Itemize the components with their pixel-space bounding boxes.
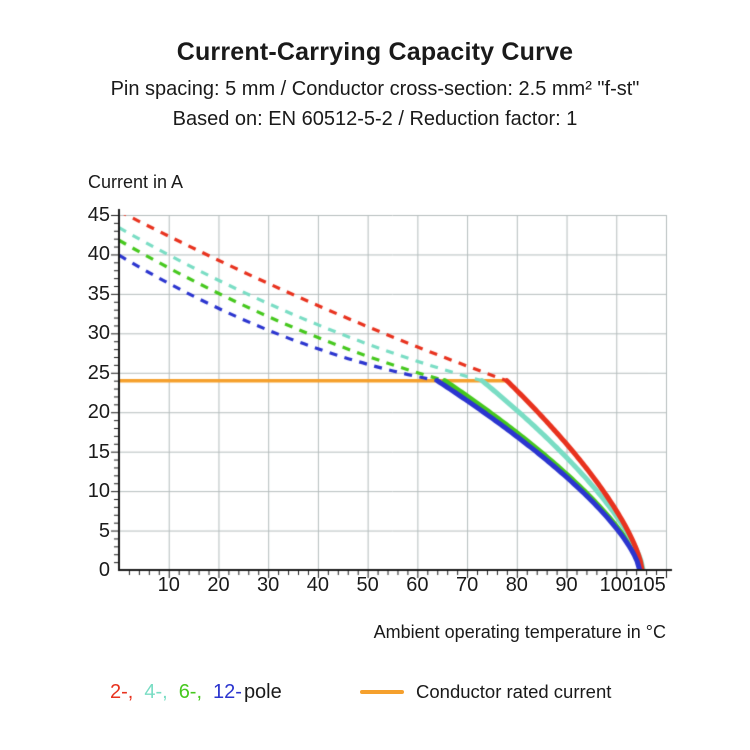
y-tick-label: 0 (98, 559, 110, 581)
y-tick-label: 45 (87, 204, 110, 226)
legend-pole-item: 2-, (110, 681, 134, 703)
x-tick-label: 20 (207, 574, 230, 596)
x-tick-label: 60 (406, 574, 429, 596)
y-tick-label: 10 (87, 480, 110, 503)
x-tick-label: 100 (599, 574, 633, 596)
y-axis-title: Current in A (88, 172, 184, 192)
legend-pole-item: 6-, (178, 681, 203, 703)
x-axis-title: Ambient operating temperature in °C (373, 622, 666, 642)
chart-subtitle-specs: Pin spacing: 5 mm / Conductor cross-sect… (110, 78, 640, 100)
y-tick-label: 35 (87, 282, 110, 305)
x-tick-label: 30 (257, 574, 280, 596)
legend-pole-suffix: pole (243, 681, 282, 703)
x-tick-label: 80 (505, 574, 528, 596)
y-tick-label: 30 (87, 322, 110, 345)
legend-rated-current: Conductor rated current (360, 681, 611, 703)
page-title: Current-Carrying Capacity Curve (176, 38, 574, 66)
x-tick-label: 10 (157, 574, 180, 596)
x-tick-label: 90 (555, 574, 578, 596)
y-tick-label: 25 (87, 361, 110, 384)
y-tick-label: 40 (87, 243, 110, 266)
x-tick-label: 105 (632, 574, 666, 596)
chart-subtitle-standard: Based on: EN 60512-5-2 / Reduction facto… (172, 108, 578, 130)
legend-pole-group: 2-, 4-, 6-, 12- pole (110, 681, 282, 704)
rated-current-label: Conductor rated current (416, 681, 612, 702)
x-tick-label: 50 (356, 574, 379, 596)
y-tick-label: 20 (87, 401, 110, 424)
legend-pole-item: 12- (213, 681, 242, 703)
legend-pole-item: 4-, (144, 681, 168, 703)
y-tick-label: 15 (87, 440, 110, 463)
rated-current-line-swatch (360, 690, 404, 694)
y-tick-label: 5 (98, 519, 110, 542)
x-tick-label: 70 (455, 574, 479, 596)
chart-canvas (105, 205, 680, 585)
x-tick-label: 40 (306, 574, 330, 596)
